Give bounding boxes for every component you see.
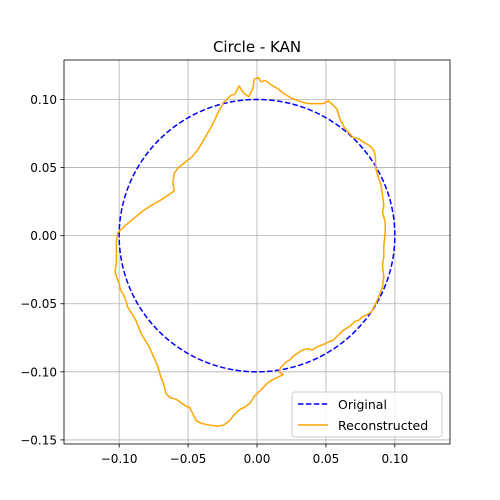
legend: Original Reconstructed — [291, 391, 443, 438]
legend-label-original: Original — [338, 397, 387, 412]
y-tick-label: −0.10 — [20, 365, 57, 379]
y-tick-label: 0.05 — [30, 161, 57, 175]
y-tick-label: 0.00 — [30, 229, 57, 243]
x-tick-label: −0.10 — [101, 452, 138, 466]
y-tick-label: 0.10 — [30, 93, 57, 107]
x-tick-label: −0.05 — [170, 452, 207, 466]
chart-title: Circle - KAN — [213, 38, 301, 56]
x-tick-label: 0.05 — [313, 452, 340, 466]
series-line-reconstructed — [114, 76, 386, 428]
legend-label-reconstructed: Reconstructed — [338, 418, 428, 433]
x-tick-label: 0.00 — [244, 452, 271, 466]
legend-box — [291, 391, 443, 438]
y-tick-label: −0.15 — [20, 433, 57, 447]
grid — [64, 60, 450, 444]
axis-ticks: −0.10 −0.05 0.00 0.05 0.10 0.10 0.05 0.00 −0.05 −… — [20, 93, 408, 466]
plot-series — [114, 76, 396, 428]
x-tick-label: 0.10 — [381, 452, 408, 466]
y-tick-label: −0.05 — [20, 297, 57, 311]
series-line-original — [118, 98, 396, 373]
